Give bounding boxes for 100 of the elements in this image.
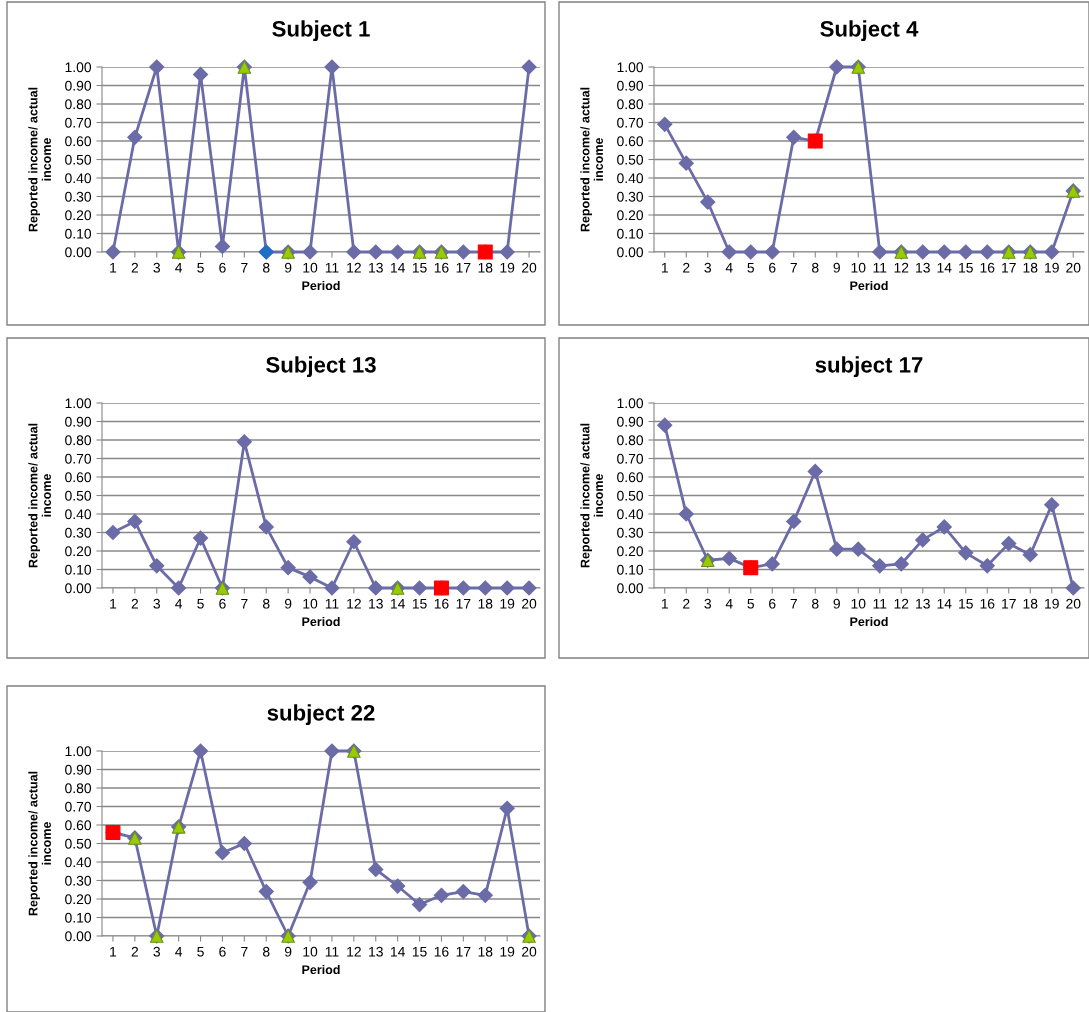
y-tick-label: 0.70 xyxy=(617,117,644,128)
x-tick-label: 6 xyxy=(769,262,776,273)
x-tick-label: 7 xyxy=(241,946,248,957)
y-tick-label: 0.90 xyxy=(617,80,644,91)
x-tick-label: 9 xyxy=(833,598,840,609)
x-tick-label: 8 xyxy=(262,262,270,273)
y-tick-label: 0.00 xyxy=(65,583,92,594)
x-tick-label: 3 xyxy=(153,598,160,609)
x-tick-label: 7 xyxy=(241,598,248,609)
y-tick-label: 0.60 xyxy=(65,136,92,147)
x-tick-label: 5 xyxy=(197,946,204,957)
y-axis-title: Reported income/ actual income xyxy=(580,87,603,232)
chart-title: subject 17 xyxy=(815,356,923,378)
x-tick-label: 17 xyxy=(1002,598,1016,609)
y-axis-title: Reported income/ actual income xyxy=(28,771,51,916)
x-tick-label: 13 xyxy=(916,262,930,273)
y-tick-label: 0.80 xyxy=(617,99,644,110)
chart-title: Subject 1 xyxy=(272,20,370,42)
x-tick-label: 3 xyxy=(153,262,160,273)
x-tick-label: 12 xyxy=(894,598,909,609)
x-tick-label: 14 xyxy=(390,262,405,273)
x-tick-label: 10 xyxy=(851,262,866,273)
x-tick-label: 5 xyxy=(197,262,204,273)
x-tick-label: 7 xyxy=(790,262,797,273)
x-tick-label: 3 xyxy=(704,598,711,609)
x-axis-title: Period xyxy=(302,964,340,975)
x-tick-label: 15 xyxy=(412,598,427,609)
x-tick-label: 11 xyxy=(873,598,887,609)
chart-title: Subject 13 xyxy=(266,356,376,378)
y-tick-label: 0.70 xyxy=(65,801,92,812)
x-tick-label: 12 xyxy=(347,946,361,957)
x-tick-label: 7 xyxy=(790,598,797,609)
y-tick-label: 1.00 xyxy=(617,398,644,409)
x-tick-label: 14 xyxy=(390,598,405,609)
x-tick-label: 15 xyxy=(412,946,427,957)
x-tick-label: 10 xyxy=(303,946,318,957)
y-tick-label: 0.20 xyxy=(65,546,92,557)
y-tick-label: 0.60 xyxy=(617,472,644,483)
y-tick-label: 0.40 xyxy=(65,509,92,520)
x-tick-label: 2 xyxy=(683,262,690,273)
y-tick-label: 0.40 xyxy=(617,173,644,184)
y-tick-label: 1.00 xyxy=(65,62,92,73)
x-tick-label: 13 xyxy=(369,946,383,957)
x-tick-label: 6 xyxy=(219,598,226,609)
x-tick-label: 19 xyxy=(1045,262,1059,273)
x-tick-label: 1 xyxy=(110,262,117,273)
y-tick-label: 0.30 xyxy=(65,527,92,538)
y-tick-label: 0.20 xyxy=(617,210,644,221)
y-tick-label: 0.10 xyxy=(617,564,644,575)
y-tick-label: 0.80 xyxy=(65,783,92,794)
x-tick-label: 16 xyxy=(980,598,995,609)
x-tick-label: 16 xyxy=(980,262,995,273)
y-tick-label: 0.90 xyxy=(65,416,92,427)
x-tick-label: 18 xyxy=(478,598,493,609)
x-tick-label: 11 xyxy=(325,946,339,957)
x-tick-label: 14 xyxy=(937,262,952,273)
y-tick-label: 1.00 xyxy=(617,62,644,73)
x-tick-label: 8 xyxy=(811,598,819,609)
x-tick-label: 14 xyxy=(937,598,952,609)
y-tick-label: 0.60 xyxy=(65,820,92,831)
x-tick-label: 19 xyxy=(1045,598,1059,609)
x-tick-label: 17 xyxy=(1002,262,1016,273)
x-tick-label: 2 xyxy=(683,598,690,609)
y-tick-label: 0.50 xyxy=(617,154,644,165)
y-tick-label: 0.40 xyxy=(65,857,92,868)
x-tick-label: 17 xyxy=(456,262,471,273)
x-tick-label: 20 xyxy=(522,262,537,273)
y-tick-label: 0.90 xyxy=(65,764,92,775)
y-tick-label: 0.00 xyxy=(65,247,92,258)
x-tick-label: 5 xyxy=(747,262,755,273)
y-tick-label: 1.00 xyxy=(65,398,92,409)
x-tick-label: 8 xyxy=(811,262,819,273)
y-tick-label: 0.10 xyxy=(617,228,644,239)
x-tick-label: 5 xyxy=(747,598,755,609)
y-tick-label: 0.00 xyxy=(617,247,644,258)
x-tick-label: 18 xyxy=(478,262,493,273)
x-tick-label: 4 xyxy=(725,598,733,609)
x-tick-label: 18 xyxy=(478,946,493,957)
x-tick-label: 18 xyxy=(1023,262,1038,273)
y-tick-label: 0.30 xyxy=(65,875,92,886)
x-axis-title: Period xyxy=(302,616,340,627)
x-tick-label: 6 xyxy=(769,598,776,609)
y-tick-label: 0.40 xyxy=(65,173,92,184)
y-tick-label: 0.80 xyxy=(65,99,92,110)
y-tick-label: 0.20 xyxy=(617,546,644,557)
x-tick-label: 4 xyxy=(175,598,183,609)
x-tick-label: 20 xyxy=(522,598,537,609)
x-tick-label: 4 xyxy=(175,262,183,273)
y-axis-title: Reported income/ actual income xyxy=(28,423,51,568)
y-tick-label: 0.50 xyxy=(65,154,92,165)
x-tick-label: 9 xyxy=(284,262,292,273)
x-tick-label: 20 xyxy=(1066,598,1081,609)
x-tick-label: 8 xyxy=(262,946,270,957)
y-tick-label: 0.80 xyxy=(617,435,644,446)
x-tick-label: 1 xyxy=(661,262,668,273)
x-tick-label: 13 xyxy=(369,262,383,273)
x-tick-label: 17 xyxy=(456,598,471,609)
x-tick-label: 4 xyxy=(175,946,183,957)
x-tick-label: 15 xyxy=(959,598,973,609)
y-tick-label: 0.30 xyxy=(617,191,644,202)
